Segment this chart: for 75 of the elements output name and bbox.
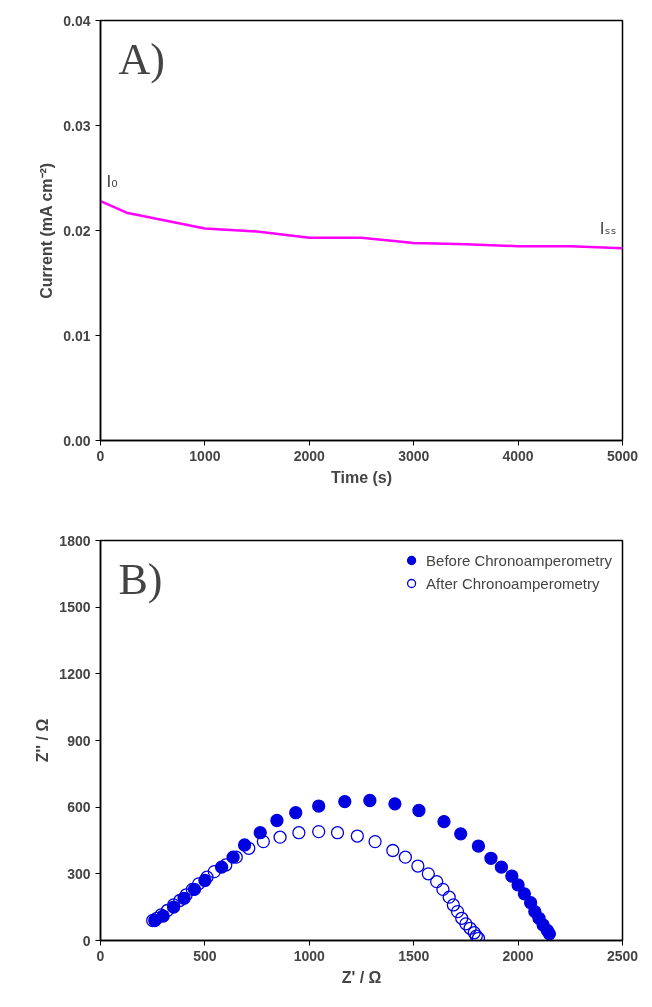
point [253, 826, 267, 840]
y-tick-label: 0.01 [63, 327, 91, 344]
y-tick-label: 0 [82, 932, 91, 949]
point [542, 927, 557, 941]
point [454, 827, 468, 841]
point [442, 890, 456, 904]
point [505, 869, 519, 883]
x-tick-label: 2000 [502, 947, 534, 964]
point [430, 874, 444, 889]
x-tick-label: 0 [96, 947, 105, 964]
x-tick-label: 5000 [606, 447, 639, 464]
x-tick-label: 1500 [398, 947, 430, 964]
y-tick-label: 1500 [59, 599, 91, 616]
y-tick-label: 1800 [59, 532, 91, 549]
y-tick-label: 0.04 [63, 12, 91, 29]
line-series [100, 199, 623, 250]
point [517, 887, 532, 901]
legend-label: Before Chronoamperometry [426, 551, 612, 569]
x-tick-label: 2000 [293, 447, 326, 464]
point [446, 898, 461, 912]
point [436, 882, 450, 897]
point [219, 858, 233, 872]
x-axis-title: Time (s) [330, 468, 393, 486]
legend-label: After Chronoamperometry [426, 574, 600, 592]
x-tick-label: 1000 [293, 947, 326, 964]
point [289, 806, 303, 820]
y-tick-label: 1200 [59, 665, 91, 682]
point [459, 917, 473, 931]
point [450, 904, 465, 919]
x-tick-label: 3000 [398, 447, 430, 464]
point [484, 851, 498, 865]
point [338, 794, 352, 809]
y-tick-label: 300 [67, 865, 91, 882]
y-tick-label: 600 [67, 799, 91, 816]
x-tick-label: 500 [193, 947, 217, 964]
point [412, 803, 426, 818]
y-tick-label: 0.00 [63, 432, 91, 449]
y-axis-title: Z'' / Ω [34, 718, 52, 763]
point [330, 826, 345, 840]
point [411, 859, 425, 873]
y-tick-label: 900 [67, 732, 91, 749]
y-tick-label: 0.02 [63, 222, 91, 239]
point [455, 911, 469, 925]
point [350, 829, 364, 843]
point [273, 830, 287, 844]
point [494, 860, 509, 874]
x-tick-label: 2500 [606, 947, 639, 964]
point [363, 793, 377, 808]
point [292, 826, 306, 840]
point [312, 799, 326, 813]
point [256, 834, 271, 849]
x-tick-label: 0 [96, 447, 105, 464]
point [368, 834, 382, 849]
point [386, 843, 400, 858]
x-tick-label: 4000 [502, 447, 534, 464]
point [398, 850, 412, 864]
annotation: A) [118, 34, 165, 84]
x-tick-label: 1000 [189, 447, 221, 464]
annotation: Iₛₛ [599, 219, 617, 239]
point [463, 921, 477, 935]
point [312, 824, 326, 839]
annotation: I₀ [106, 172, 118, 192]
y-axis-title: Current (mA cm⁻²) [38, 162, 56, 299]
point [471, 839, 486, 853]
point [270, 813, 284, 828]
annotation: B) [118, 554, 163, 604]
x-axis-title: Z' / Ω [341, 968, 382, 986]
y-tick-label: 0.03 [63, 117, 91, 134]
point [437, 814, 451, 829]
point [173, 893, 187, 908]
point [242, 841, 256, 855]
point [388, 797, 402, 811]
point [207, 864, 221, 879]
point [200, 870, 214, 884]
point [421, 867, 435, 881]
